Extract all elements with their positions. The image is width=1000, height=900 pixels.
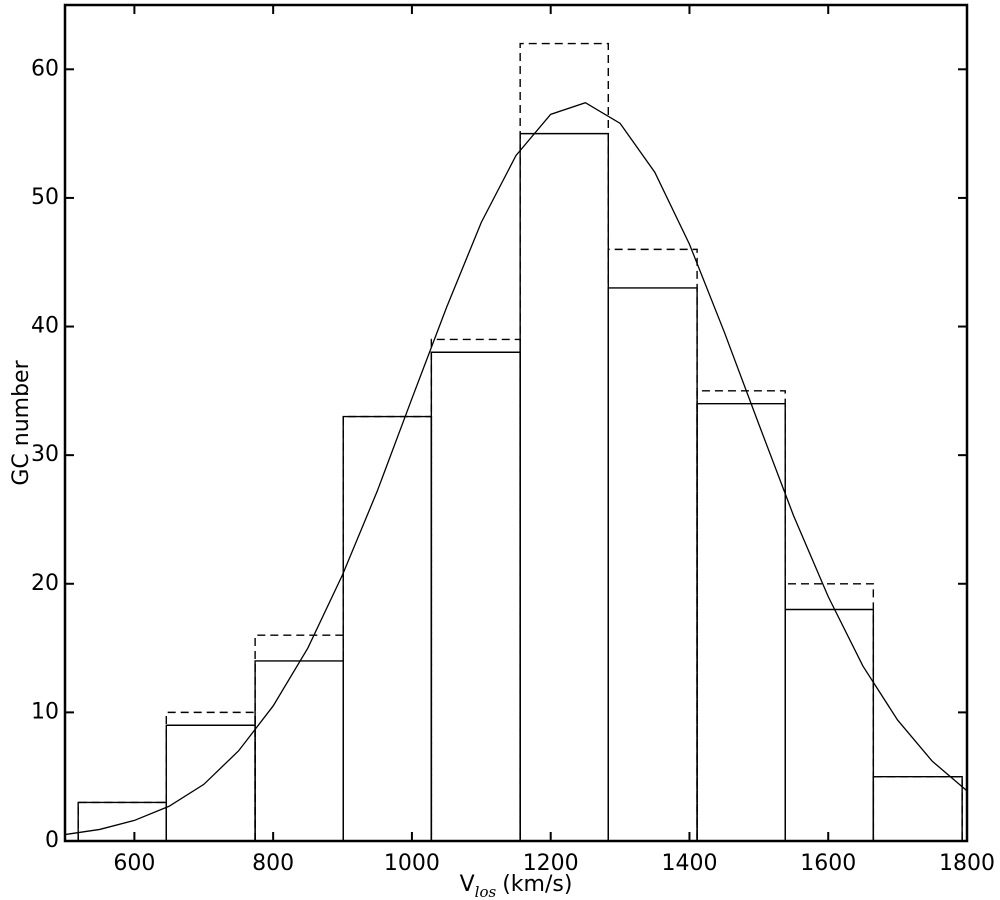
histogram-bar: [519, 132, 609, 841]
histogram-bar: [430, 338, 521, 841]
y-tick-label: 60: [31, 56, 59, 81]
x-axis-label: Vlos (km/s): [460, 872, 573, 900]
histogram-bar: [519, 42, 609, 841]
x-tick-label: 600: [113, 851, 155, 876]
histogram-bar: [254, 634, 344, 841]
x-tick-label: 1000: [384, 851, 440, 876]
y-tick-label: 10: [31, 699, 59, 724]
histogram-bar: [342, 415, 433, 841]
y-axis-label: GC number: [9, 359, 34, 485]
x-tick-label: 1800: [939, 851, 995, 876]
histogram-bar: [430, 351, 521, 841]
x-axis-label-unit: (km/s): [502, 872, 572, 897]
histogram-bar: [607, 287, 698, 841]
x-tick-label: 800: [252, 851, 294, 876]
histogram-bar: [165, 711, 256, 841]
histogram-bar: [784, 583, 875, 841]
histogram-bar: [872, 775, 963, 841]
y-tick-label: 0: [45, 828, 59, 853]
x-axis-label-subscript: los: [475, 883, 497, 900]
x-tick-label: 1600: [800, 851, 856, 876]
histogram-bar: [784, 608, 875, 841]
x-tick-label: 1400: [661, 851, 717, 876]
x-axis-label-main: V: [460, 872, 475, 897]
x-tick-label: 1200: [523, 851, 579, 876]
y-tick-label: 50: [31, 185, 59, 210]
y-tick-label: 40: [31, 314, 59, 339]
y-tick-label: 20: [31, 571, 59, 596]
histogram-bar: [342, 415, 433, 841]
histogram-bar: [77, 801, 168, 841]
histogram-bar: [872, 775, 963, 841]
histogram-bar: [165, 724, 256, 841]
y-tick-label: 30: [31, 442, 59, 467]
plot-frame: [63, 3, 969, 843]
histogram-bar: [696, 403, 786, 841]
histogram-bar: [254, 660, 344, 841]
histogram-bar: [77, 801, 168, 841]
histogram-bar: [607, 248, 698, 841]
fit-curve: [64, 102, 968, 836]
histogram-bar: [696, 390, 786, 841]
